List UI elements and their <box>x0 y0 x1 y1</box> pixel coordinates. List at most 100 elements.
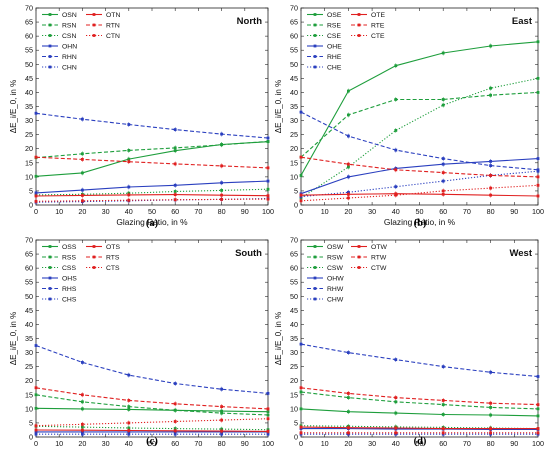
x-tick-label: 10 <box>321 439 329 448</box>
y-tick-label: 15 <box>25 158 33 167</box>
y-tick-label: 5 <box>294 186 298 195</box>
x-tick-label: 30 <box>102 207 110 216</box>
y-tick-label: 40 <box>290 88 298 97</box>
legend-marker <box>357 23 361 27</box>
x-tick-label: 90 <box>241 207 249 216</box>
legend-marker <box>313 13 317 16</box>
legend-label: OSW <box>327 244 344 251</box>
x-tick-label: 90 <box>241 439 249 448</box>
series-line-oss <box>35 407 269 413</box>
legend-label: CSN <box>62 33 76 40</box>
legend-label: OSN <box>62 12 77 19</box>
panel-caption: (c) <box>146 436 158 447</box>
x-tick-label: 70 <box>463 207 471 216</box>
y-tick-label: 40 <box>25 320 33 329</box>
y-tick-label: 50 <box>25 60 33 69</box>
y-tick-label: 70 <box>25 236 33 245</box>
series-line-cse <box>300 77 539 199</box>
y-tick-label: 25 <box>25 130 33 139</box>
y-tick-label: 10 <box>290 404 298 413</box>
chart-title: West <box>509 248 532 259</box>
legend-marker <box>313 34 317 37</box>
y-tick-label: 65 <box>290 250 298 259</box>
legend-label: CSE <box>327 33 341 40</box>
y-tick-label: 70 <box>290 4 298 13</box>
x-tick-label: 100 <box>532 207 544 216</box>
legend-label: OTS <box>106 244 120 251</box>
y-tick-label: 45 <box>25 306 33 315</box>
legend-marker <box>357 245 361 248</box>
series-line-osw <box>300 408 539 417</box>
x-tick-label: 50 <box>148 207 156 216</box>
legend-marker <box>92 23 96 27</box>
legend-label: CSS <box>62 265 76 272</box>
legend-marker <box>313 266 317 269</box>
series-line-cts <box>35 418 269 427</box>
y-tick-label: 60 <box>290 32 298 41</box>
y-tick-label: 20 <box>25 376 33 385</box>
legend-marker <box>313 245 317 248</box>
legend-label: RTW <box>371 255 387 262</box>
legend-label: RTS <box>106 255 120 262</box>
y-tick-label: 70 <box>25 4 33 13</box>
series-line-ohn <box>35 180 269 194</box>
series-line-ctn <box>35 198 269 202</box>
legend-label: RTE <box>371 23 385 30</box>
y-tick-label: 5 <box>294 418 298 427</box>
legend-marker <box>313 255 317 259</box>
x-tick-label: 10 <box>321 207 329 216</box>
x-tick-label: 10 <box>55 439 63 448</box>
legend-label: OHS <box>62 276 77 283</box>
y-tick-label: 25 <box>290 362 298 371</box>
y-tick-label: 35 <box>25 102 33 111</box>
y-tick-label: 30 <box>25 116 33 125</box>
legend-label: CSW <box>327 265 343 272</box>
x-tick-label: 20 <box>344 439 352 448</box>
y-tick-label: 15 <box>290 158 298 167</box>
series-line-rsw <box>300 391 539 410</box>
legend-marker <box>313 287 317 290</box>
series-line-csn <box>35 188 269 196</box>
x-tick-label: 90 <box>510 439 518 448</box>
series-line-ots <box>35 429 269 432</box>
y-axis-label: ΔE_i/E_0, in % <box>274 312 283 365</box>
x-tick-label: 0 <box>34 207 38 216</box>
y-tick-label: 65 <box>290 18 298 27</box>
legend-marker <box>48 255 52 259</box>
series-line-che <box>300 170 539 198</box>
chart-title: South <box>235 248 262 259</box>
x-tick-label: 90 <box>510 207 518 216</box>
y-tick-label: 60 <box>290 264 298 273</box>
legend-marker <box>357 255 361 259</box>
legend-label: CTW <box>371 265 387 272</box>
y-tick-label: 60 <box>25 32 33 41</box>
legend-label: OHN <box>62 44 77 51</box>
legend-label: OTN <box>106 12 120 19</box>
y-tick-label: 15 <box>290 390 298 399</box>
y-tick-label: 55 <box>25 278 33 287</box>
y-tick-label: 30 <box>290 348 298 357</box>
series-line-csw <box>300 425 539 430</box>
series-line-rtw <box>300 387 539 406</box>
legend-marker <box>357 13 361 16</box>
y-tick-label: 0 <box>29 433 33 442</box>
y-tick-label: 55 <box>290 278 298 287</box>
x-tick-label: 80 <box>487 439 495 448</box>
series-line-css <box>35 425 269 431</box>
panel-caption: (b) <box>414 218 427 229</box>
x-tick-label: 100 <box>532 439 544 448</box>
legend-marker <box>357 34 361 37</box>
chart-panel-3: 0 5 10 15 20 25 30 35 40 45 50 55 60 65 70 0 10 20 30 40 50 6… <box>9 236 274 449</box>
legend-label: CHS <box>62 297 77 304</box>
legend-label: OTW <box>371 244 387 251</box>
legend-label: OTE <box>371 12 385 19</box>
legend-label: RHS <box>62 286 77 293</box>
y-tick-label: 0 <box>29 201 33 210</box>
legend-marker <box>48 65 52 69</box>
series-line-ohw <box>301 428 538 430</box>
legend-marker <box>48 13 52 16</box>
y-tick-label: 50 <box>290 60 298 69</box>
y-tick-label: 40 <box>25 88 33 97</box>
x-tick-label: 50 <box>416 207 424 216</box>
x-tick-label: 20 <box>78 207 86 216</box>
